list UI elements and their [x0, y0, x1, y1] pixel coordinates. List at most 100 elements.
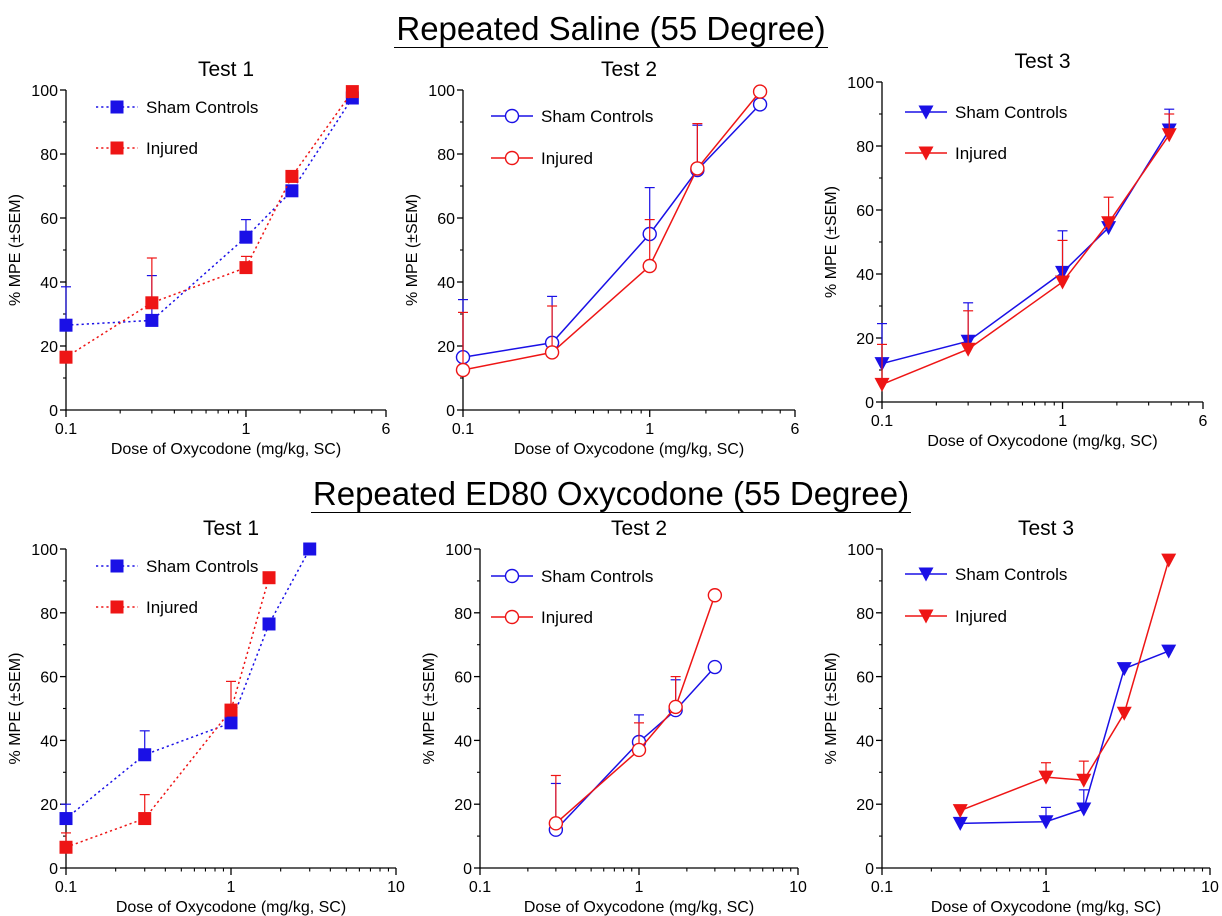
- x-tick-label: 0.1: [55, 879, 77, 896]
- data-point: [1038, 815, 1054, 830]
- legend-entry: Sham Controls: [96, 557, 258, 576]
- series-injured: [874, 113, 1177, 392]
- data-point: [138, 812, 152, 826]
- series-line: [959, 559, 1170, 812]
- legend-label: Sham Controls: [955, 565, 1067, 584]
- data-point: [707, 659, 723, 675]
- y-tick-label: 20: [856, 331, 874, 348]
- y-tick-label: 60: [856, 203, 874, 220]
- chart-panel-5: Test 2 0 20 40 60 80 100 0.1 1 10 Dose of Oxycodon…: [421, 517, 807, 916]
- legend-label: Injured: [146, 139, 198, 158]
- series-line: [462, 103, 761, 358]
- legend-marker: [504, 108, 520, 124]
- y-tick-label: 0: [865, 861, 874, 878]
- legend-marker: [110, 600, 124, 614]
- y-axis-label: % MPE (±SEM): [404, 194, 421, 306]
- data-point: [285, 184, 299, 198]
- data-point: [631, 742, 647, 758]
- data-point: [59, 318, 73, 332]
- legend-entry: Injured: [96, 139, 198, 158]
- legend-entry: Sham Controls: [96, 98, 258, 117]
- series-line: [65, 97, 353, 326]
- data-point: [303, 542, 317, 556]
- series-sham-controls: [952, 644, 1177, 831]
- chart-panel-4: Test 1 0 20 40 60 80 100 0.1 1 10 Dose of Oxycodon…: [7, 517, 405, 916]
- y-tick-label: 100: [847, 542, 874, 559]
- series-injured: [59, 571, 276, 854]
- legend-label: Injured: [146, 598, 198, 617]
- y-tick-label: 40: [437, 275, 455, 292]
- legend-marker: [918, 146, 934, 161]
- chart-panel-3: Test 3 0 20 40 60 80 100 0.1 1 6 Dose of Oxycodone…: [823, 50, 1208, 450]
- legend-marker: [504, 609, 520, 625]
- legend-entry: Sham Controls: [905, 103, 1067, 122]
- x-tick-label: 10: [789, 879, 807, 896]
- legend-marker: [918, 609, 934, 624]
- x-tick-label: 0.1: [452, 421, 474, 438]
- y-tick-label: 40: [40, 733, 58, 750]
- data-point: [262, 617, 276, 631]
- x-tick-label: 0.1: [469, 879, 491, 896]
- legend-marker: [918, 567, 934, 582]
- legend-entry: Injured: [491, 149, 593, 168]
- data-point: [285, 169, 299, 183]
- panel-title: Test 3: [1014, 50, 1070, 73]
- data-point: [455, 362, 471, 378]
- data-point: [1076, 773, 1092, 788]
- data-point: [59, 840, 73, 854]
- series-sham-controls: [455, 97, 768, 365]
- series-line: [65, 548, 311, 820]
- data-point: [1076, 802, 1092, 817]
- y-tick-label: 100: [31, 83, 58, 100]
- x-axis-label: Dose of Oxycodone (mg/kg, SC): [111, 441, 341, 458]
- legend-label: Sham Controls: [146, 98, 258, 117]
- x-tick-label: 0.1: [55, 421, 77, 438]
- x-tick-label: 1: [227, 879, 236, 896]
- y-axis-label: % MPE (±SEM): [7, 653, 24, 765]
- legend-label: Injured: [955, 607, 1007, 626]
- x-tick-label: 6: [791, 421, 800, 438]
- data-point: [345, 85, 359, 99]
- legend-marker: [110, 141, 124, 155]
- legend-marker: [918, 105, 934, 120]
- legend-entry: Injured: [905, 144, 1007, 163]
- y-tick-label: 100: [428, 83, 455, 100]
- section-title-ed80: Repeated ED80 Oxycodone (55 Degree): [0, 475, 1222, 513]
- data-point: [1116, 662, 1132, 677]
- data-point: [952, 804, 968, 819]
- y-tick-label: 100: [31, 542, 58, 559]
- data-point: [224, 716, 238, 730]
- legend-entry: Injured: [96, 598, 198, 617]
- y-tick-label: 80: [454, 606, 472, 623]
- section-title-saline: Repeated Saline (55 Degree): [0, 10, 1222, 48]
- y-tick-label: 60: [856, 670, 874, 687]
- series-sham-controls: [59, 542, 317, 826]
- x-axis-label: Dose of Oxycodone (mg/kg, SC): [116, 899, 346, 916]
- y-tick-label: 20: [437, 339, 455, 356]
- x-axis-label: Dose of Oxycodone (mg/kg, SC): [927, 433, 1157, 450]
- series-line: [65, 577, 270, 848]
- data-point: [752, 84, 768, 99]
- y-tick-label: 80: [40, 606, 58, 623]
- x-axis-label: Dose of Oxycodone (mg/kg, SC): [514, 441, 744, 458]
- legend-marker: [110, 559, 124, 573]
- panel-title: Test 1: [203, 517, 259, 540]
- y-tick-label: 20: [856, 797, 874, 814]
- legend-marker: [504, 568, 520, 584]
- y-tick-label: 80: [856, 139, 874, 156]
- series-injured: [548, 588, 723, 831]
- y-axis-label: % MPE (±SEM): [7, 194, 24, 306]
- data-point: [138, 748, 152, 762]
- series-line: [881, 129, 1170, 365]
- y-tick-label: 40: [856, 733, 874, 750]
- data-point: [752, 97, 768, 112]
- legend-label: Sham Controls: [541, 107, 653, 126]
- legend-label: Injured: [541, 149, 593, 168]
- legend-entry: Sham Controls: [491, 567, 653, 586]
- series-injured: [455, 84, 768, 378]
- data-point: [1116, 706, 1132, 721]
- data-point: [874, 377, 890, 392]
- data-point: [59, 812, 73, 826]
- y-tick-label: 40: [454, 733, 472, 750]
